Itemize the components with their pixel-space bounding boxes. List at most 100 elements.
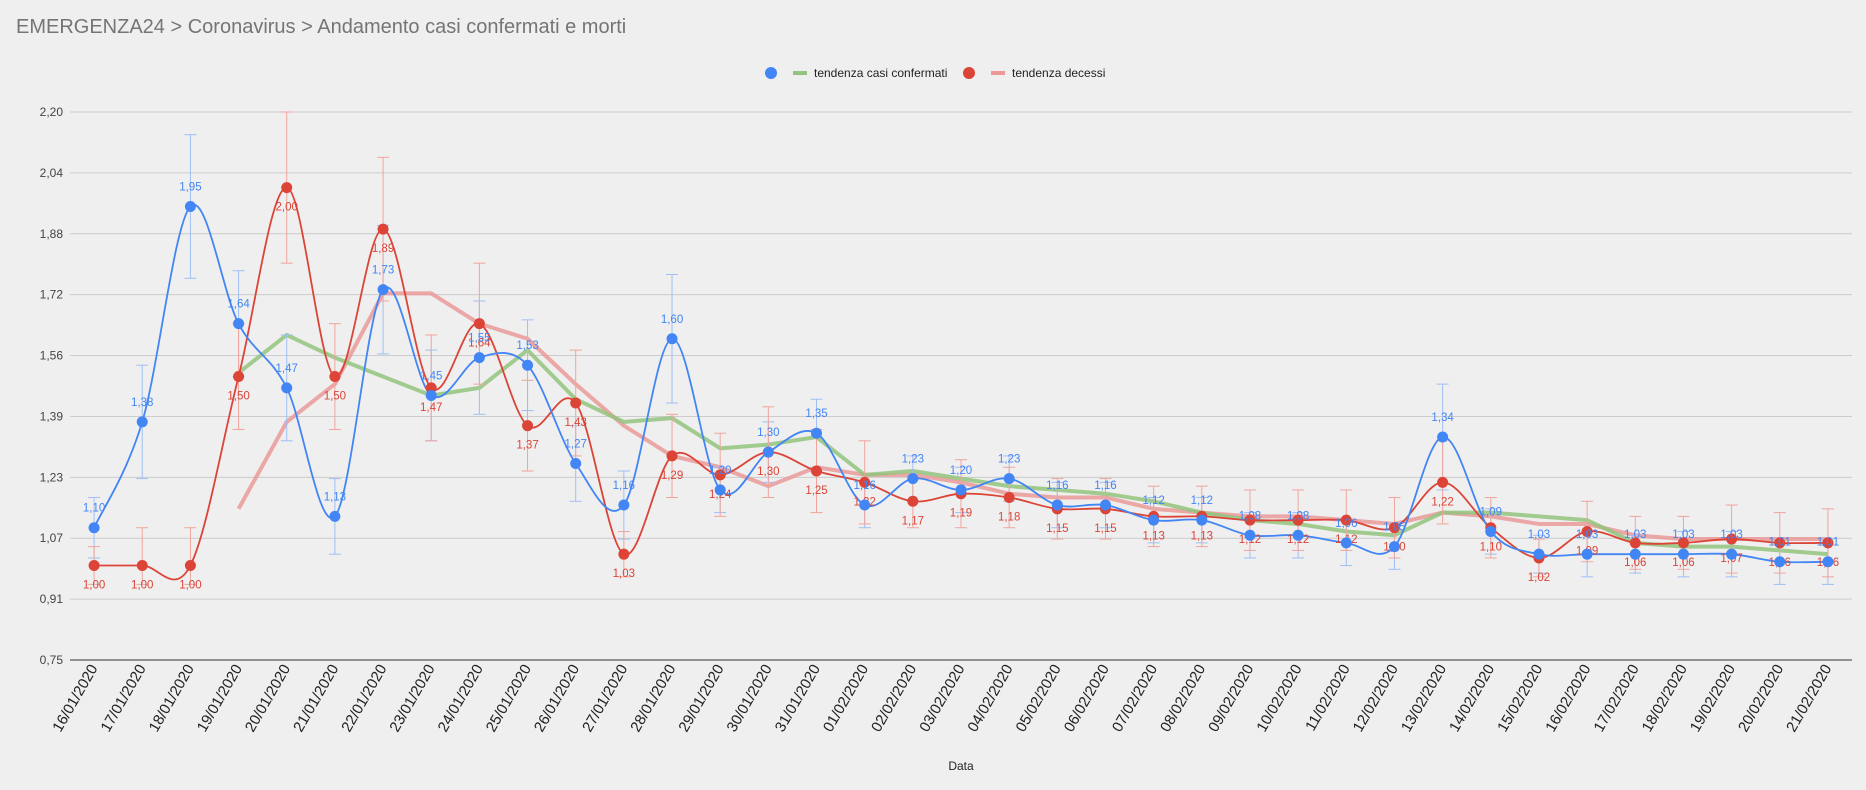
data-label-casi-confermati: 1,95 <box>179 181 201 193</box>
x-tick-label: 18/02/2020 <box>1639 662 1691 736</box>
data-label-casi-confermati: 1,06 <box>1335 518 1357 530</box>
data-point-casi-confermati <box>522 359 534 371</box>
y-tick-label: 1,39 <box>40 409 64 423</box>
data-point-casi-confermati <box>281 382 293 394</box>
data-point-decessi <box>1581 526 1593 538</box>
data-label-decessi: 1,06 <box>1624 557 1646 569</box>
x-tick-label: 30/01/2020 <box>724 662 776 736</box>
data-label-casi-confermati: 1,01 <box>1817 537 1839 549</box>
data-label-casi-confermati: 1,45 <box>420 370 442 382</box>
x-tick-label: 18/01/2020 <box>146 662 198 736</box>
data-point-casi-confermati <box>1148 514 1160 526</box>
x-tick-label: 19/02/2020 <box>1687 662 1739 736</box>
data-label-casi-confermati: 1,05 <box>1383 522 1405 534</box>
data-label-casi-confermati: 1,38 <box>131 397 153 409</box>
x-tick-label: 08/02/2020 <box>1157 662 1209 736</box>
x-tick-label: 26/01/2020 <box>531 662 583 736</box>
data-label-decessi: 1,17 <box>902 515 924 527</box>
data-label-decessi: 1,00 <box>179 580 201 592</box>
data-point-decessi <box>136 560 148 572</box>
data-label-decessi: 1,29 <box>661 470 683 482</box>
data-label-casi-confermati: 1,12 <box>1191 495 1213 507</box>
data-point-casi-confermati <box>618 499 630 511</box>
x-tick-label: 24/01/2020 <box>435 662 487 736</box>
x-tick-label: 10/02/2020 <box>1253 662 1305 736</box>
data-label-casi-confermati: 1,03 <box>1576 529 1598 541</box>
data-label-decessi: 1,10 <box>1480 542 1502 554</box>
x-tick-label: 13/02/2020 <box>1398 662 1450 736</box>
x-tick-label: 17/01/2020 <box>97 662 149 736</box>
data-label-decessi: 1,50 <box>227 391 249 403</box>
data-label-casi-confermati: 1,23 <box>902 454 924 466</box>
data-label-decessi: 1,13 <box>1142 530 1164 542</box>
data-label-casi-confermati: 1,03 <box>1672 529 1694 541</box>
data-point-casi-confermati <box>762 446 774 458</box>
data-label-casi-confermati: 1,55 <box>468 333 490 345</box>
data-label-decessi: 1,19 <box>950 508 972 520</box>
data-label-decessi: 1,15 <box>1046 523 1068 535</box>
data-label-decessi: 1,06 <box>1672 557 1694 569</box>
data-point-decessi <box>329 371 341 383</box>
data-label-decessi: 1,25 <box>805 485 827 497</box>
data-label-decessi: 1,37 <box>516 440 538 452</box>
data-point-casi-confermati <box>136 416 148 428</box>
data-point-decessi <box>666 450 678 462</box>
data-point-casi-confermati <box>1292 529 1304 541</box>
data-point-casi-confermati <box>955 484 967 496</box>
y-tick-label: 1,56 <box>40 349 64 363</box>
data-point-casi-confermati <box>329 510 341 522</box>
x-tick-label: 12/02/2020 <box>1350 662 1402 736</box>
x-tick-label: 05/02/2020 <box>1013 662 1065 736</box>
data-label-casi-confermati: 1,08 <box>1239 510 1261 522</box>
data-label-casi-confermati: 1,13 <box>324 491 346 503</box>
page-title: EMERGENZA24 > Coronavirus > Andamento ca… <box>16 16 627 38</box>
data-label-casi-confermati: 1,27 <box>565 438 587 450</box>
data-point-casi-confermati <box>1437 431 1449 443</box>
data-point-decessi <box>233 371 245 383</box>
data-label-casi-confermati: 1,47 <box>276 363 298 375</box>
x-tick-label: 28/01/2020 <box>627 662 679 736</box>
data-point-casi-confermati <box>1822 556 1834 568</box>
data-point-casi-confermati <box>1196 514 1208 526</box>
x-tick-label: 07/02/2020 <box>1109 662 1161 736</box>
data-label-decessi: 1,47 <box>420 402 442 414</box>
data-point-decessi <box>184 560 196 572</box>
x-tick-label: 17/02/2020 <box>1590 662 1642 736</box>
data-point-decessi <box>714 469 726 481</box>
data-label-decessi: 2,00 <box>276 202 298 214</box>
data-label-casi-confermati: 1,23 <box>998 454 1020 466</box>
data-point-decessi <box>1774 537 1786 549</box>
data-point-casi-confermati <box>425 389 437 401</box>
data-point-casi-confermati <box>1051 499 1063 511</box>
data-point-casi-confermati <box>1726 548 1738 560</box>
data-label-casi-confermati: 1,20 <box>709 465 731 477</box>
data-point-decessi <box>1388 522 1400 534</box>
data-point-casi-confermati <box>88 522 100 534</box>
series-line-tendenza-casi-confermati <box>237 332 1829 557</box>
data-label-casi-confermati: 1,03 <box>1624 529 1646 541</box>
data-point-casi-confermati <box>1533 548 1545 560</box>
x-tick-label: 20/02/2020 <box>1735 662 1787 736</box>
x-tick-label: 04/02/2020 <box>964 661 1016 735</box>
x-tick-label: 15/02/2020 <box>1494 662 1546 736</box>
data-point-decessi <box>1726 533 1738 545</box>
data-label-casi-confermati: 1,20 <box>950 465 972 477</box>
x-tick-label: 21/01/2020 <box>290 662 342 736</box>
x-tick-label: 06/02/2020 <box>1061 662 1113 736</box>
data-label-decessi: 1,18 <box>998 511 1020 523</box>
data-point-casi-confermati <box>1485 526 1497 538</box>
data-label-casi-confermati: 1,30 <box>757 427 779 439</box>
data-label-casi-confermati: 1,34 <box>1431 412 1454 424</box>
data-point-decessi <box>907 495 919 507</box>
data-label-decessi: 1,89 <box>372 243 394 255</box>
data-point-decessi <box>1822 537 1834 549</box>
x-tick-label: 14/02/2020 <box>1446 662 1498 736</box>
x-tick-label: 19/01/2020 <box>194 662 246 736</box>
data-point-casi-confermati <box>570 457 582 469</box>
y-tick-label: 2,04 <box>40 166 64 180</box>
data-point-casi-confermati <box>714 484 726 496</box>
data-label-casi-confermati: 1,64 <box>227 299 250 311</box>
data-label-casi-confermati: 1,16 <box>853 480 875 492</box>
data-point-decessi <box>377 223 389 235</box>
data-point-casi-confermati <box>233 318 245 330</box>
